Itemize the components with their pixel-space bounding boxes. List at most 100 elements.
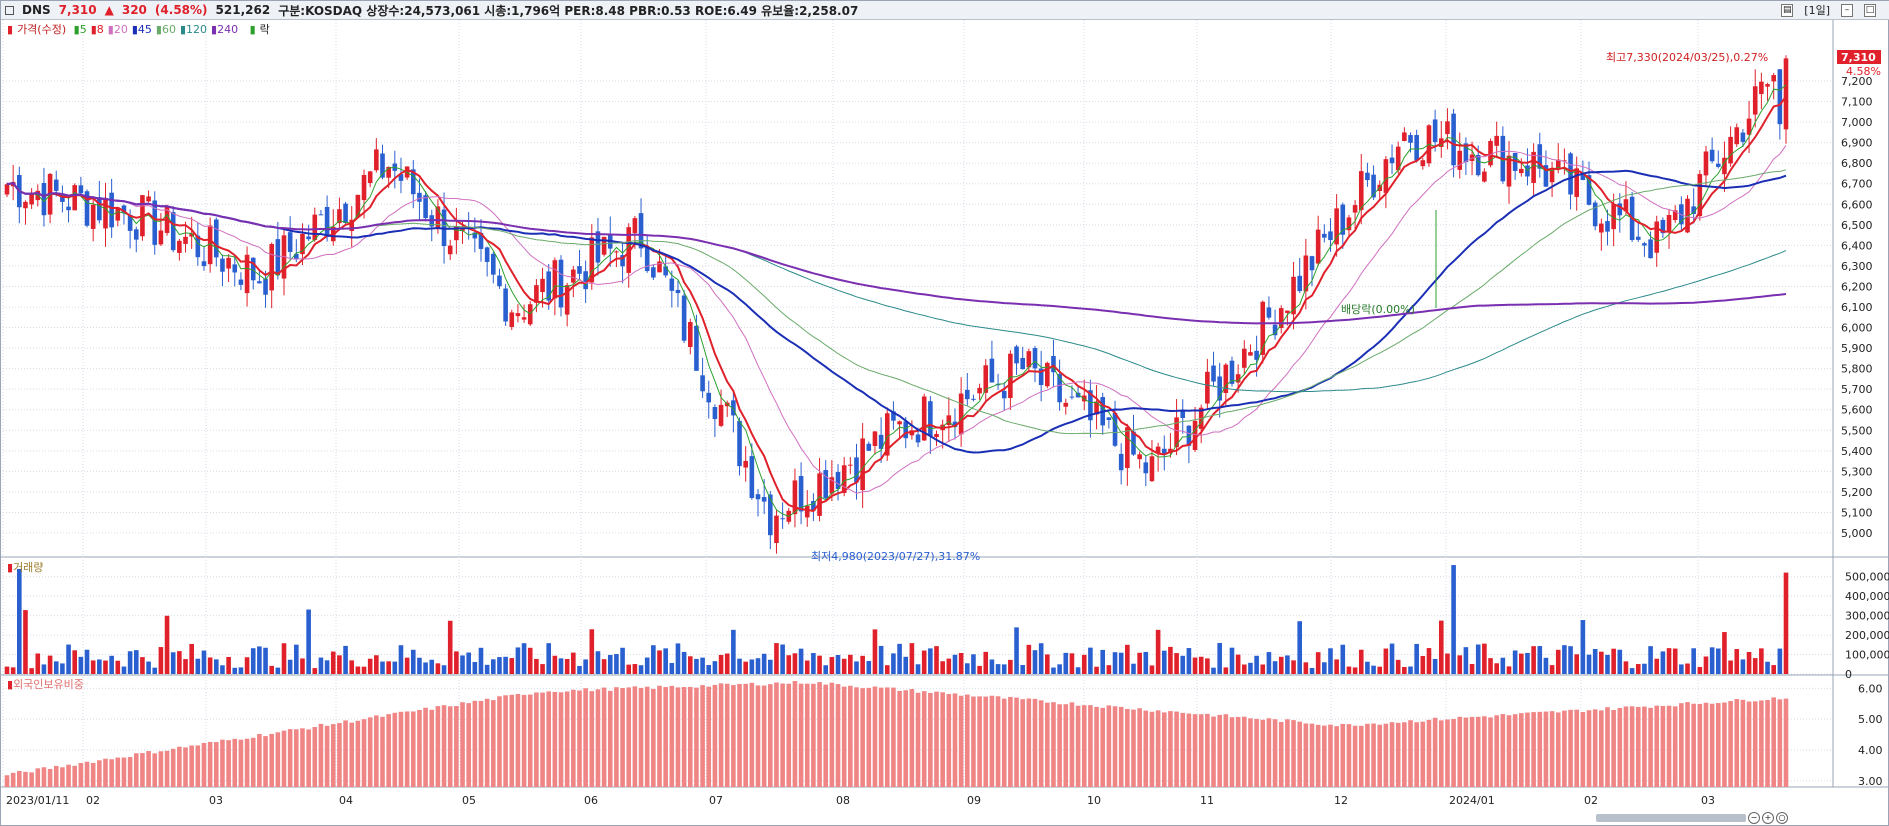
zoom-reset-icon[interactable]: ○ xyxy=(1776,812,1788,824)
volume-bar xyxy=(213,659,219,674)
foreign-ratio-bar xyxy=(1051,702,1056,787)
candle-body xyxy=(983,365,989,393)
volume-bar xyxy=(1426,648,1432,674)
candle-body xyxy=(183,236,188,244)
volume-bar xyxy=(386,661,391,674)
volume-bar xyxy=(1014,627,1019,674)
foreign-ratio-bar xyxy=(1235,716,1241,787)
foreign-ratio-bar xyxy=(638,687,644,787)
volume-bar xyxy=(1445,653,1450,674)
foreign-ratio-bar xyxy=(1285,719,1290,787)
foreign-ratio-bar xyxy=(146,751,151,787)
foreign-ratio-bar xyxy=(1666,705,1672,787)
foreign-ratio-bar xyxy=(1408,720,1413,787)
foreign-ratio-bar xyxy=(244,738,250,787)
candle-body xyxy=(410,169,416,195)
candle-body xyxy=(484,247,490,262)
chart-area[interactable]: 7,200 7,100 7,000 6,900 6,800 6,700 6,600 6,500… xyxy=(1,20,1889,826)
foreign-ratio-bar xyxy=(595,689,601,787)
candle-body xyxy=(294,253,299,260)
volume-bar xyxy=(1260,664,1266,674)
foreign-ratio-bar xyxy=(1094,706,1099,787)
foreign-ratio-bar xyxy=(220,739,225,787)
foreign-ratio-bar xyxy=(1063,704,1069,787)
foreign-ratio-bar xyxy=(90,762,96,787)
volume-bar xyxy=(257,646,262,674)
foreign-ratio-bar xyxy=(1118,706,1124,787)
symbol-name[interactable]: DNS xyxy=(22,3,51,17)
foreign-ratio-bar xyxy=(484,698,490,787)
volume-bar xyxy=(133,650,139,674)
volume-bar xyxy=(41,664,47,674)
volume-bar xyxy=(1285,655,1290,674)
foreign-label-text: 외국인보유비중 xyxy=(13,678,84,691)
foreign-ratio-bar xyxy=(848,685,853,787)
candle-body xyxy=(1112,412,1118,446)
candle-body xyxy=(1512,152,1518,171)
zoom-out-icon[interactable]: − xyxy=(1748,812,1760,824)
foreign-ratio-bar xyxy=(1642,706,1647,787)
candle-body xyxy=(220,258,225,272)
volume-bar xyxy=(718,654,724,674)
foreign-ratio-bar xyxy=(1254,718,1259,787)
price-tick-label: 6,600 xyxy=(1841,198,1873,211)
foreign-ratio-bar xyxy=(1020,699,1025,787)
volume-bar xyxy=(669,663,675,674)
scroll-thumb[interactable] xyxy=(1596,814,1746,822)
foreign-ratio-bar xyxy=(497,696,502,787)
volume-bar xyxy=(1463,647,1469,674)
volume-bar xyxy=(392,661,398,674)
volume-bar xyxy=(281,643,287,674)
foreign-ratio-bar xyxy=(1217,714,1222,787)
candle-body xyxy=(1771,75,1776,82)
foreign-ratio-bar xyxy=(675,687,681,787)
foreign-ratio-bar xyxy=(1765,700,1770,787)
foreign-ratio-bar xyxy=(1340,723,1346,787)
foreign-ratio-bar xyxy=(872,686,878,787)
window-menu-icon[interactable] xyxy=(5,5,14,15)
price-tick-label: 6,300 xyxy=(1841,260,1873,273)
maximize-icon[interactable]: □ xyxy=(1864,3,1876,17)
trade-volume: 521,262 xyxy=(215,3,271,17)
price-legend-label: 가격(수정) xyxy=(17,23,67,36)
volume-bar xyxy=(367,658,373,674)
candle-body xyxy=(552,260,558,299)
candle-body xyxy=(1709,149,1715,162)
volume-bar xyxy=(1155,629,1161,674)
candle-body xyxy=(687,322,693,347)
foreign-ratio-bar xyxy=(835,684,841,787)
foreign-ratio-bar xyxy=(423,707,428,787)
settings-icon[interactable]: ▤ xyxy=(1781,3,1794,17)
foreign-ratio-bar xyxy=(1192,714,1198,787)
candle-body xyxy=(1457,150,1463,170)
volume-bar xyxy=(189,643,194,674)
candle-body xyxy=(1599,223,1604,233)
volume-bar xyxy=(1032,650,1038,674)
foreign-ratio-bar xyxy=(1149,711,1155,787)
candle-body xyxy=(41,183,47,216)
volume-bar xyxy=(909,643,915,674)
candle-body xyxy=(109,192,114,228)
candle-body xyxy=(300,233,305,255)
foreign-ratio-bar xyxy=(386,714,391,787)
candle-body xyxy=(1531,151,1536,183)
price-tick-label: 7,200 xyxy=(1841,75,1873,88)
foreign-ratio-bar xyxy=(601,687,607,787)
volume-bar xyxy=(712,661,718,674)
foreign-ratio-bar xyxy=(232,738,238,787)
candle-body xyxy=(250,257,256,281)
candle-body xyxy=(878,434,884,449)
candle-body xyxy=(1248,352,1253,356)
minimize-icon[interactable]: – xyxy=(1841,3,1853,17)
price-tick-label: 6,200 xyxy=(1841,280,1873,293)
foreign-ratio-bar xyxy=(115,757,121,787)
foreign-ratio-bar xyxy=(417,709,422,787)
zoom-in-icon[interactable]: + xyxy=(1762,812,1774,824)
foreign-ratio-bar xyxy=(404,711,410,787)
candle-body xyxy=(1063,402,1069,407)
horizontal-scrollbar[interactable]: − + ○ xyxy=(1596,811,1886,825)
foreign-ratio-bar xyxy=(1679,703,1684,787)
volume-bar xyxy=(651,645,656,674)
foreign-ratio-bar xyxy=(884,687,890,787)
period-selector[interactable]: [1일] xyxy=(1804,4,1830,17)
